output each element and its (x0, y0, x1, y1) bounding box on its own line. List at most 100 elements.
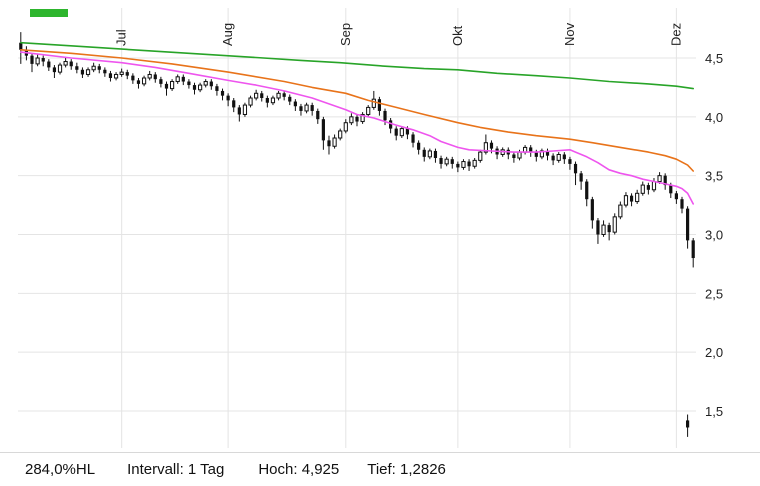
candle-body (651, 181, 657, 191)
candle-body (141, 77, 147, 85)
candle-body (405, 128, 410, 135)
candle-body (585, 181, 589, 200)
candle-body (75, 66, 79, 70)
candle-body (30, 55, 34, 64)
candle-body (282, 93, 286, 97)
candle-body (355, 116, 359, 122)
candle-body (237, 107, 241, 115)
candle-body (623, 195, 629, 206)
candle-body (119, 71, 124, 75)
candle-body (203, 81, 208, 86)
candle-body (254, 92, 259, 99)
candle-body (215, 86, 219, 91)
candle-body (545, 150, 550, 156)
candle-body (270, 97, 276, 104)
candle-body (669, 185, 673, 194)
x-axis-labels: Jul Aug Sep Okt Nov Dez (114, 22, 684, 46)
candle-body (69, 61, 73, 67)
candle-body (327, 140, 331, 147)
candle-body (461, 161, 466, 168)
candle-body (35, 57, 40, 65)
candle-body (360, 113, 365, 123)
candle-body (573, 163, 578, 174)
low-outlier-marker (685, 414, 690, 437)
price-chart[interactable]: 4,5 4,0 3,5 3,0 2,5 2,0 1,5 Jul Aug Sep Okt Nov Dez (0, 0, 760, 452)
candle-body (433, 150, 438, 159)
candle-body (512, 154, 516, 159)
candle-body (579, 173, 583, 182)
candle-body (147, 73, 152, 79)
candle-body (164, 83, 169, 89)
candle-body (80, 69, 85, 75)
candle-body (383, 110, 387, 121)
month-label: Aug (220, 23, 235, 46)
candle-body (226, 95, 230, 101)
candle-body (618, 204, 623, 218)
candle-body (685, 208, 690, 241)
candle-body (57, 64, 63, 73)
candle-body (192, 85, 197, 90)
y-tick-label: 4,5 (705, 51, 723, 66)
month-label: Jul (114, 29, 129, 46)
candle-body (248, 97, 253, 106)
candle-body (316, 110, 320, 120)
candle-body (187, 81, 191, 86)
candle-body (181, 76, 185, 82)
candle-body (343, 122, 348, 132)
candle-body (389, 120, 393, 129)
candle-body (680, 199, 684, 209)
candle-body (153, 74, 157, 80)
candle-body (242, 104, 248, 115)
candle-body (635, 192, 640, 203)
candle-body (657, 175, 662, 183)
candle-body (562, 154, 566, 160)
candle-body (529, 147, 533, 153)
candle-body (551, 155, 555, 161)
candle-body (321, 119, 325, 141)
candle-body (103, 69, 107, 74)
candle-body (41, 58, 45, 62)
candle-body (472, 159, 477, 167)
y-tick-label: 3,5 (705, 169, 723, 184)
candle-body (422, 149, 426, 157)
grid-layer (18, 8, 696, 448)
interval-label: Intervall: 1 Tag (127, 461, 225, 478)
candle-body (601, 224, 606, 236)
candle-body (63, 61, 68, 66)
range-percent-label: 284,0%HL (25, 461, 96, 478)
candle-body (232, 100, 236, 108)
candle-body (125, 72, 129, 76)
candle-body (97, 66, 101, 70)
candle-body (131, 75, 135, 81)
ma-magenta-line (19, 51, 695, 205)
candles-layer (19, 32, 695, 268)
chart-canvas[interactable]: 4,5 4,0 3,5 3,0 2,5 2,0 1,5 Jul Aug Sep Okt Nov Dez (0, 0, 760, 452)
month-label: Sep (338, 23, 353, 46)
candle-body (612, 216, 617, 233)
ma-green-line (19, 41, 695, 90)
candle-body (417, 142, 421, 150)
candle-body (288, 96, 292, 102)
candle-body (685, 420, 690, 428)
y-tick-label: 2,0 (705, 345, 723, 360)
candle-body (456, 163, 460, 168)
candle-body (411, 134, 415, 143)
ma-orange-line (19, 48, 695, 172)
candle-body (198, 84, 203, 91)
candle-body (517, 151, 522, 159)
candle-body (338, 130, 343, 139)
candle-body (596, 220, 600, 235)
candle-body (91, 65, 96, 71)
candle-body (47, 61, 51, 68)
candle-body (483, 142, 488, 153)
y-tick-label: 3,0 (705, 228, 723, 243)
y-tick-label: 2,5 (705, 286, 723, 301)
candle-body (439, 158, 443, 164)
candle-body (450, 159, 454, 164)
green-annotation-bar (30, 9, 68, 17)
candle-body (260, 93, 264, 99)
candle-body (607, 225, 611, 233)
candle-body (175, 76, 180, 83)
chart-status-bar: 284,0%HL Intervall: 1 Tag Hoch: 4,925 Ti… (0, 452, 760, 486)
candle-body (349, 116, 354, 124)
